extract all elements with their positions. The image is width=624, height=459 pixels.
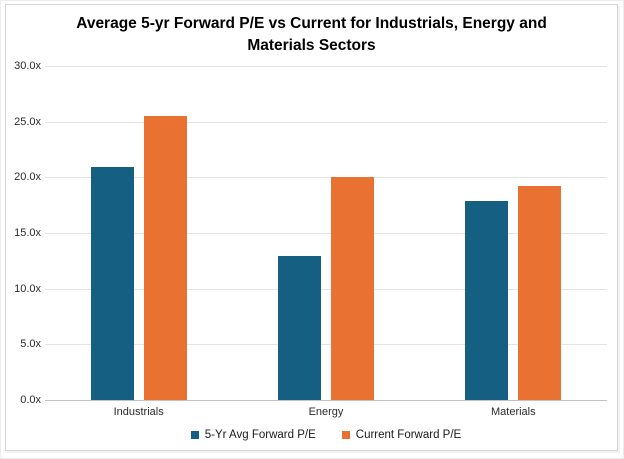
gridline <box>45 344 607 346</box>
legend-item: 5-Yr Avg Forward P/E <box>190 429 316 441</box>
bar-materials-avg <box>465 200 509 400</box>
plot-area <box>45 66 607 401</box>
bar-industrials-current <box>143 116 187 400</box>
legend-label: Current Forward P/E <box>355 429 462 441</box>
y-axis: 0.0x 5.0x 10.0x 15.0x 20.0x 25.0x 30.0x <box>1 1 41 458</box>
y-tick-label: 30.0x <box>14 60 41 72</box>
legend-swatch-icon <box>341 431 350 439</box>
y-tick-label: 0.0x <box>20 394 41 406</box>
chart-title: Average 5-yr Forward P/E vs Current for … <box>76 15 547 54</box>
legend-swatch-icon <box>190 431 199 439</box>
gridline <box>45 177 607 179</box>
gridline <box>45 121 607 123</box>
gridline <box>45 66 607 67</box>
y-tick-label: 20.0x <box>14 171 41 184</box>
x-category-label: Industrials <box>113 406 164 418</box>
x-axis: Industrials Energy Materials <box>45 406 607 422</box>
legend: 5-Yr Avg Forward P/E Current Forward P/E <box>45 429 607 441</box>
legend-item: Current Forward P/E <box>341 429 462 441</box>
y-tick-label: 10.0x <box>14 282 41 295</box>
y-tick-label: 15.0x <box>14 227 41 239</box>
x-axis-line <box>45 400 607 401</box>
bar-industrials-avg <box>90 167 134 400</box>
y-tick-label: 25.0x <box>14 115 41 128</box>
y-tick-label: 5.0x <box>20 338 41 351</box>
bar-energy-avg <box>278 256 321 400</box>
gridline <box>45 288 607 290</box>
x-category-label: Energy <box>308 406 344 418</box>
gridline <box>45 233 607 234</box>
x-category-label: Materials <box>491 406 536 418</box>
bar-energy-current <box>331 177 374 400</box>
legend-label: 5-Yr Avg Forward P/E <box>204 429 316 441</box>
bar-materials-current <box>518 186 562 400</box>
